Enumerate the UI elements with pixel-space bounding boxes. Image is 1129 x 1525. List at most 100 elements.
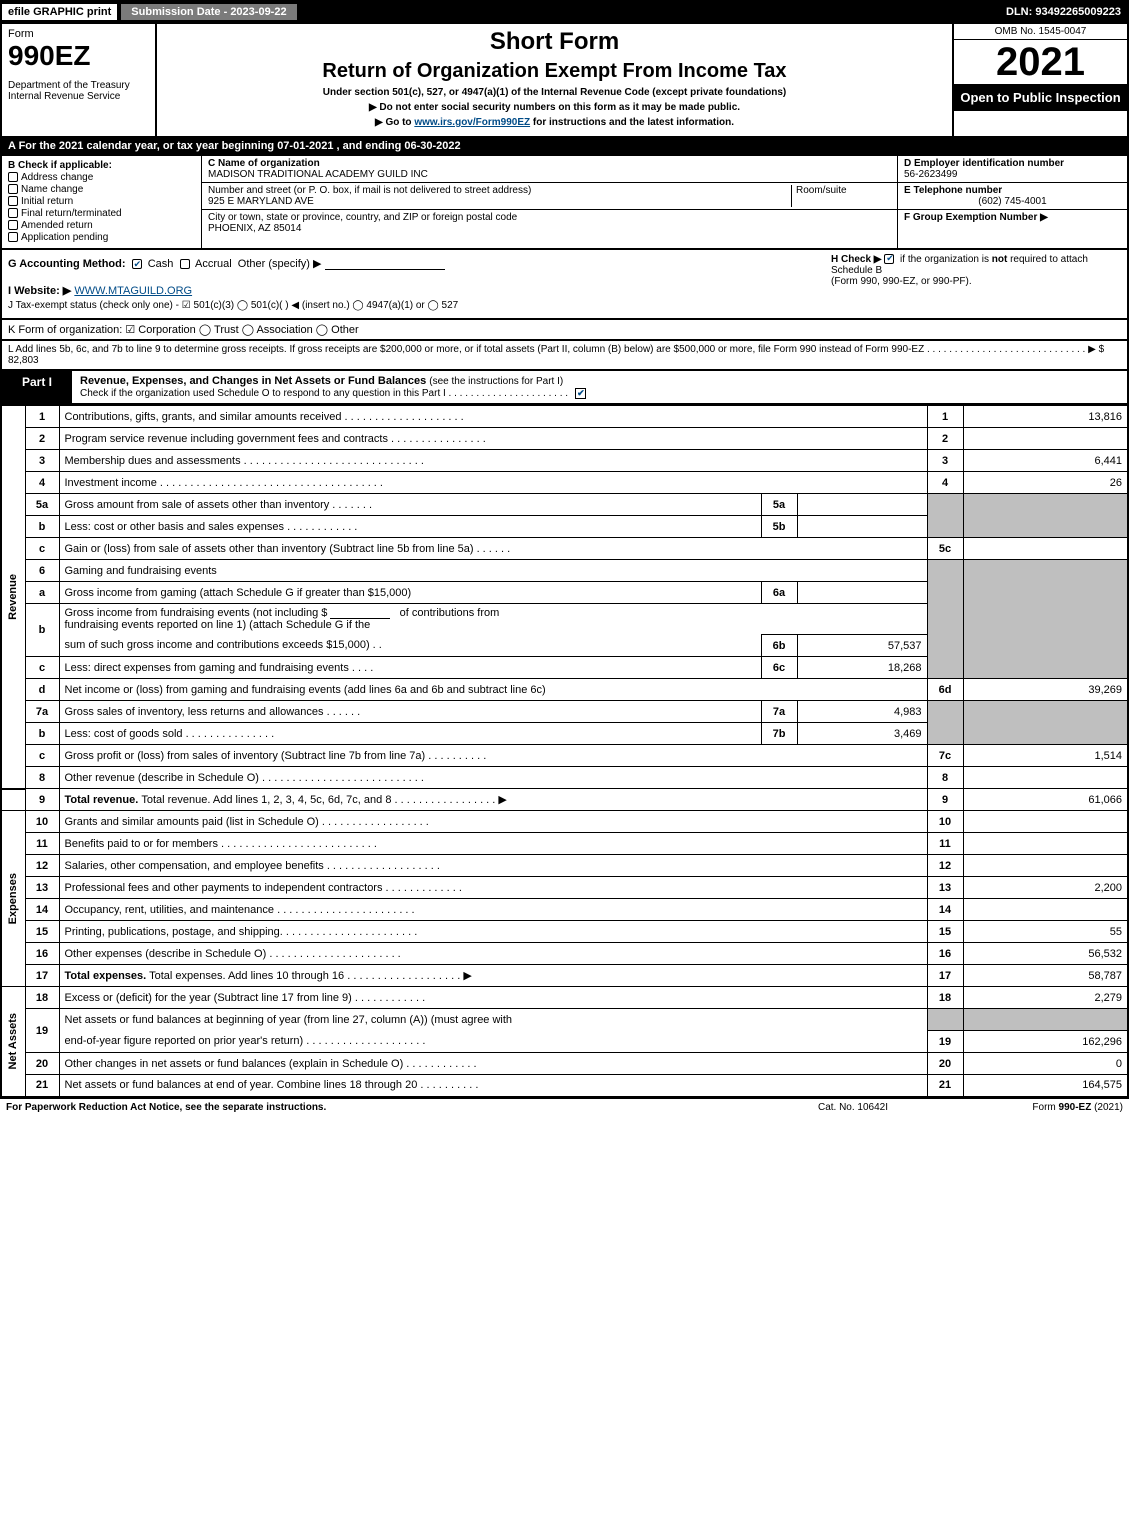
val-2 xyxy=(963,428,1128,450)
ln-7b: b xyxy=(25,723,59,745)
ein-value: 56-2623499 xyxy=(904,169,1121,180)
dept-label: Department of the Treasury xyxy=(8,80,149,91)
side-net-assets: Net Assets xyxy=(1,987,25,1097)
desc-9: Total revenue. Total revenue. Add lines … xyxy=(59,789,927,811)
desc-10: Grants and similar amounts paid (list in… xyxy=(59,811,927,833)
header-left: Form 990EZ Department of the Treasury In… xyxy=(2,24,157,136)
chk-address-change[interactable]: Address change xyxy=(8,172,195,183)
rn-14: 14 xyxy=(927,899,963,921)
desc-6: Gaming and fundraising events xyxy=(59,560,927,582)
part1-check-line: Check if the organization used Schedule … xyxy=(80,388,568,399)
rn-1: 1 xyxy=(927,406,963,428)
val-1: 13,816 xyxy=(963,406,1128,428)
h-not: not xyxy=(992,254,1008,265)
tax-year: 2021 xyxy=(954,40,1127,84)
sublbl-6c: 6c xyxy=(761,657,797,679)
sublbl-6a: 6a xyxy=(761,582,797,604)
desc-17: Total expenses. Total expenses. Add line… xyxy=(59,965,927,987)
sublbl-7b: 7b xyxy=(761,723,797,745)
val-13: 2,200 xyxy=(963,877,1128,899)
g-label: G Accounting Method: xyxy=(8,258,126,270)
line-j: J Tax-exempt status (check only one) - ☑… xyxy=(8,300,831,311)
chk-h[interactable] xyxy=(884,254,894,264)
ln-14: 14 xyxy=(25,899,59,921)
val-16: 56,532 xyxy=(963,943,1128,965)
ln-2: 2 xyxy=(25,428,59,450)
rn-10: 10 xyxy=(927,811,963,833)
chk-initial-return[interactable]: Initial return xyxy=(8,196,195,207)
rn-15: 15 xyxy=(927,921,963,943)
ln-6: 6 xyxy=(25,560,59,582)
part1-tab: Part I xyxy=(2,371,72,403)
open-inspection-label: Open to Public Inspection xyxy=(954,84,1127,111)
cell-group-exemption: F Group Exemption Number ▶ xyxy=(898,210,1127,225)
city-value: PHOENIX, AZ 85014 xyxy=(208,223,891,234)
rn-20: 20 xyxy=(927,1053,963,1075)
omb-number: OMB No. 1545-0047 xyxy=(954,24,1127,40)
val-21: 164,575 xyxy=(963,1075,1128,1097)
sublbl-7a: 7a xyxy=(761,701,797,723)
rn-17: 17 xyxy=(927,965,963,987)
side-revenue: Revenue xyxy=(1,406,25,789)
grey-7ab xyxy=(927,701,963,745)
rn-11: 11 xyxy=(927,833,963,855)
val-9: 61,066 xyxy=(963,789,1128,811)
other-specify-input[interactable] xyxy=(325,258,445,270)
h-line3: (Form 990, 990-EZ, or 990-PF). xyxy=(831,276,972,287)
footer-form-ref: Form 990-EZ (2021) xyxy=(943,1102,1123,1113)
chk-amended-return[interactable]: Amended return xyxy=(8,220,195,231)
chk-accrual[interactable] xyxy=(180,259,190,269)
cell-street: Number and street (or P. O. box, if mail… xyxy=(202,183,897,210)
chk-name-change[interactable]: Name change xyxy=(8,184,195,195)
ln-6d: d xyxy=(25,679,59,701)
rn-3: 3 xyxy=(927,450,963,472)
sub3-post: for instructions and the latest informat… xyxy=(530,117,734,128)
ghij-left: G Accounting Method: Cash Accrual Other … xyxy=(8,254,831,314)
h-post: if the organization is xyxy=(900,254,992,265)
desc-8: Other revenue (describe in Schedule O) .… xyxy=(59,767,927,789)
ln-7a: 7a xyxy=(25,701,59,723)
h-pre: H Check ▶ xyxy=(831,254,884,265)
desc-11: Benefits paid to or for members . . . . … xyxy=(59,833,927,855)
org-name-value: MADISON TRADITIONAL ACADEMY GUILD INC xyxy=(208,169,891,180)
val-18: 2,279 xyxy=(963,987,1128,1009)
ln-19: 19 xyxy=(25,1009,59,1053)
ln-5a: 5a xyxy=(25,494,59,516)
section-ghij: G Accounting Method: Cash Accrual Other … xyxy=(0,250,1129,320)
irs-link[interactable]: www.irs.gov/Form990EZ xyxy=(414,117,530,128)
val-12 xyxy=(963,855,1128,877)
section-l-value: 82,803 xyxy=(8,355,39,366)
cell-org-name: C Name of organization MADISON TRADITION… xyxy=(202,156,897,183)
website-link[interactable]: WWW.MTAGUILD.ORG xyxy=(74,285,192,297)
line-g: G Accounting Method: Cash Accrual Other … xyxy=(8,257,831,270)
header-center: Short Form Return of Organization Exempt… xyxy=(157,24,952,136)
chk-final-return[interactable]: Final return/terminated xyxy=(8,208,195,219)
desc-6a: Gross income from gaming (attach Schedul… xyxy=(59,582,761,604)
section-bcd: B Check if applicable: Address change Na… xyxy=(0,156,1129,250)
desc-18: Excess or (deficit) for the year (Subtra… xyxy=(59,987,927,1009)
ln-12: 12 xyxy=(25,855,59,877)
ln-8: 8 xyxy=(25,767,59,789)
desc-5b: Less: cost or other basis and sales expe… xyxy=(59,516,761,538)
section-k: K Form of organization: ☑ Corporation ◯ … xyxy=(0,320,1129,341)
subtitle-2: ▶ Do not enter social security numbers o… xyxy=(163,102,946,113)
col-b-checkboxes: B Check if applicable: Address change Na… xyxy=(2,156,202,248)
subval-6a xyxy=(797,582,927,604)
main-title: Return of Organization Exempt From Incom… xyxy=(163,60,946,83)
desc-19b: end-of-year figure reported on prior yea… xyxy=(59,1031,927,1053)
desc-19a: Net assets or fund balances at beginning… xyxy=(59,1009,927,1031)
chk-cash[interactable] xyxy=(132,259,142,269)
ln-3: 3 xyxy=(25,450,59,472)
val-11 xyxy=(963,833,1128,855)
fundraising-amount-input[interactable] xyxy=(330,607,390,619)
cell-telephone: E Telephone number (602) 745-4001 xyxy=(898,183,1127,210)
ln-13: 13 xyxy=(25,877,59,899)
top-bar: efile GRAPHIC print Submission Date - 20… xyxy=(0,0,1129,24)
desc-15: Printing, publications, postage, and shi… xyxy=(59,921,927,943)
rn-16: 16 xyxy=(927,943,963,965)
chk-application-pending[interactable]: Application pending xyxy=(8,232,195,243)
efile-print-label[interactable]: efile GRAPHIC print xyxy=(0,2,119,22)
part1-schedule-o-checkbox[interactable] xyxy=(575,388,586,399)
desc-21: Net assets or fund balances at end of ye… xyxy=(59,1075,927,1097)
desc-6b-bot: sum of such gross income and contributio… xyxy=(59,635,761,657)
